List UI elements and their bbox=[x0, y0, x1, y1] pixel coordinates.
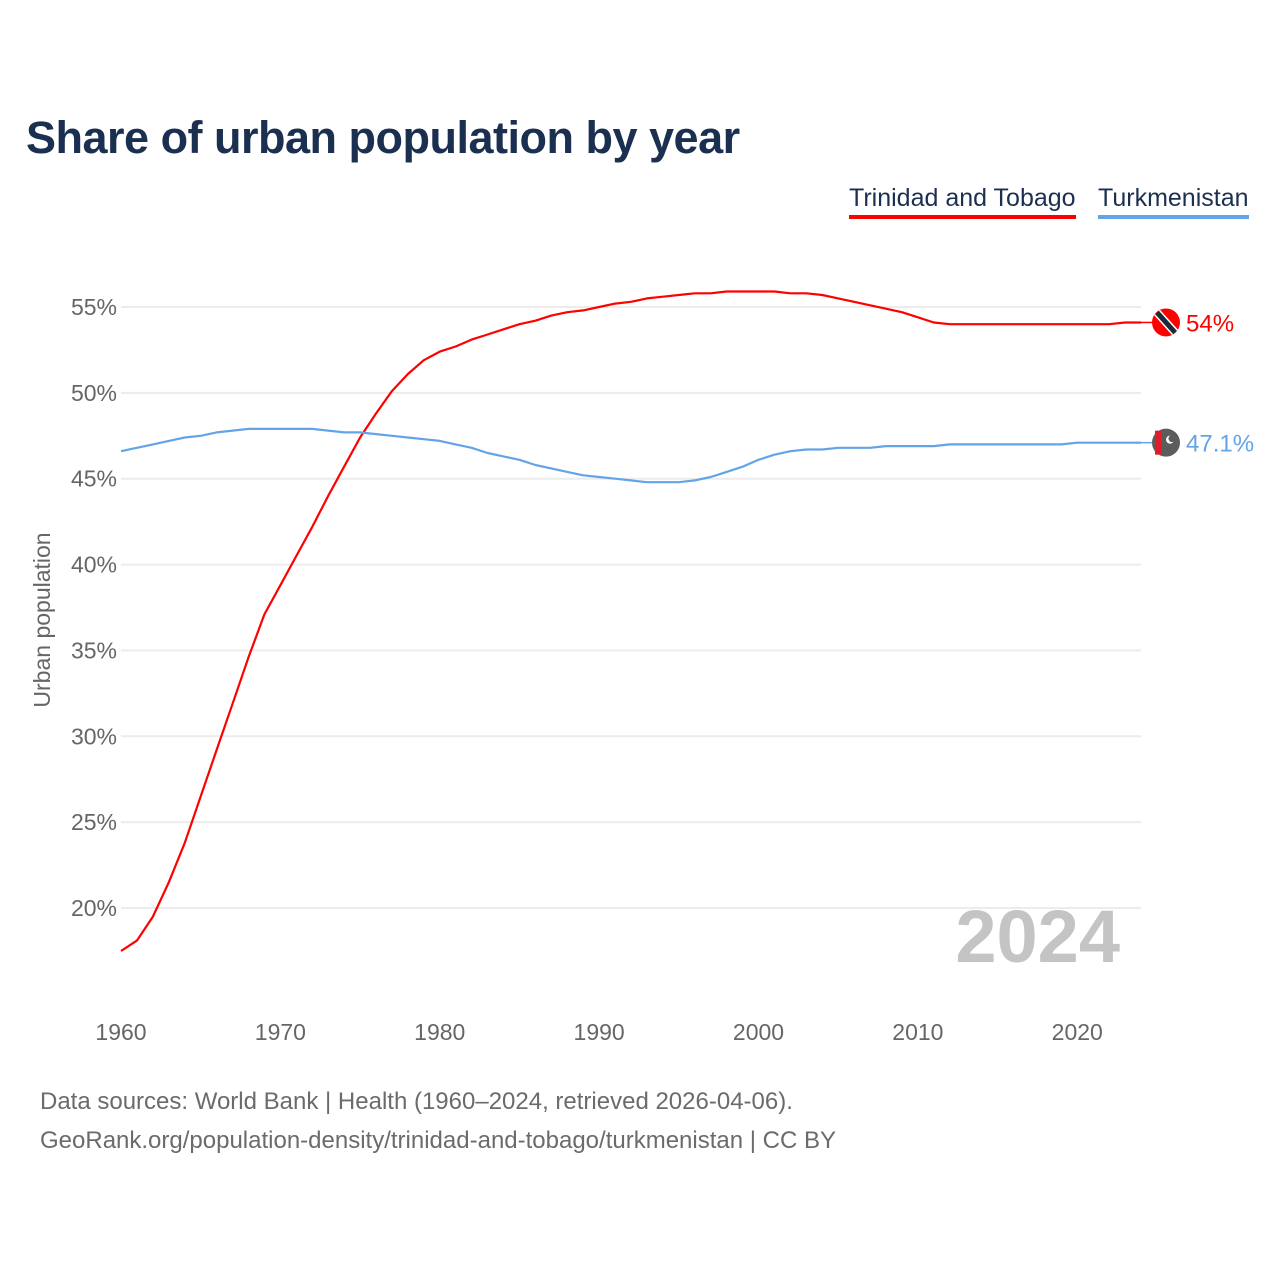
x-tick-label: 2010 bbox=[892, 1019, 943, 1045]
y-tick-label: 35% bbox=[71, 637, 117, 663]
legend-item-trinidad-and-tobago[interactable]: Trinidad and Tobago bbox=[849, 184, 1076, 219]
year-watermark: 2024 bbox=[955, 895, 1120, 978]
end-value-label: 54% bbox=[1186, 310, 1234, 337]
y-tick-label: 25% bbox=[71, 809, 117, 835]
data-sources: Data sources: World Bank | Health (1960–… bbox=[40, 1088, 793, 1115]
y-tick-label: 55% bbox=[71, 294, 117, 320]
x-tick-label: 2000 bbox=[733, 1019, 784, 1045]
end-value-label: 47.1% bbox=[1186, 431, 1254, 458]
x-tick-label: 1980 bbox=[414, 1019, 465, 1045]
credit-link[interactable]: GeoRank.org/population-density/trinidad-… bbox=[40, 1127, 837, 1154]
x-tick-label: 2020 bbox=[1052, 1019, 1103, 1045]
y-tick-label: 40% bbox=[71, 552, 117, 578]
flag-stripe bbox=[1155, 310, 1177, 335]
y-tick-label: 20% bbox=[71, 895, 117, 921]
y-axis-label: Urban population bbox=[29, 532, 55, 707]
x-tick-label: 1960 bbox=[95, 1019, 146, 1045]
flag-carpet-band bbox=[1155, 430, 1161, 455]
chart-title: Share of urban population by year bbox=[26, 112, 740, 163]
x-tick-label: 1970 bbox=[255, 1019, 306, 1045]
y-tick-label: 50% bbox=[71, 380, 117, 406]
flag-crescent-cut bbox=[1168, 435, 1176, 443]
x-tick-label: 1990 bbox=[574, 1019, 625, 1045]
legend-item-turkmenistan[interactable]: Turkmenistan bbox=[1098, 184, 1249, 219]
series-line-turkmenistan bbox=[120, 427, 1141, 484]
y-tick-label: 45% bbox=[71, 466, 117, 492]
series-line-trinidad-and-tobago bbox=[120, 290, 1141, 952]
y-tick-label: 30% bbox=[71, 723, 117, 749]
